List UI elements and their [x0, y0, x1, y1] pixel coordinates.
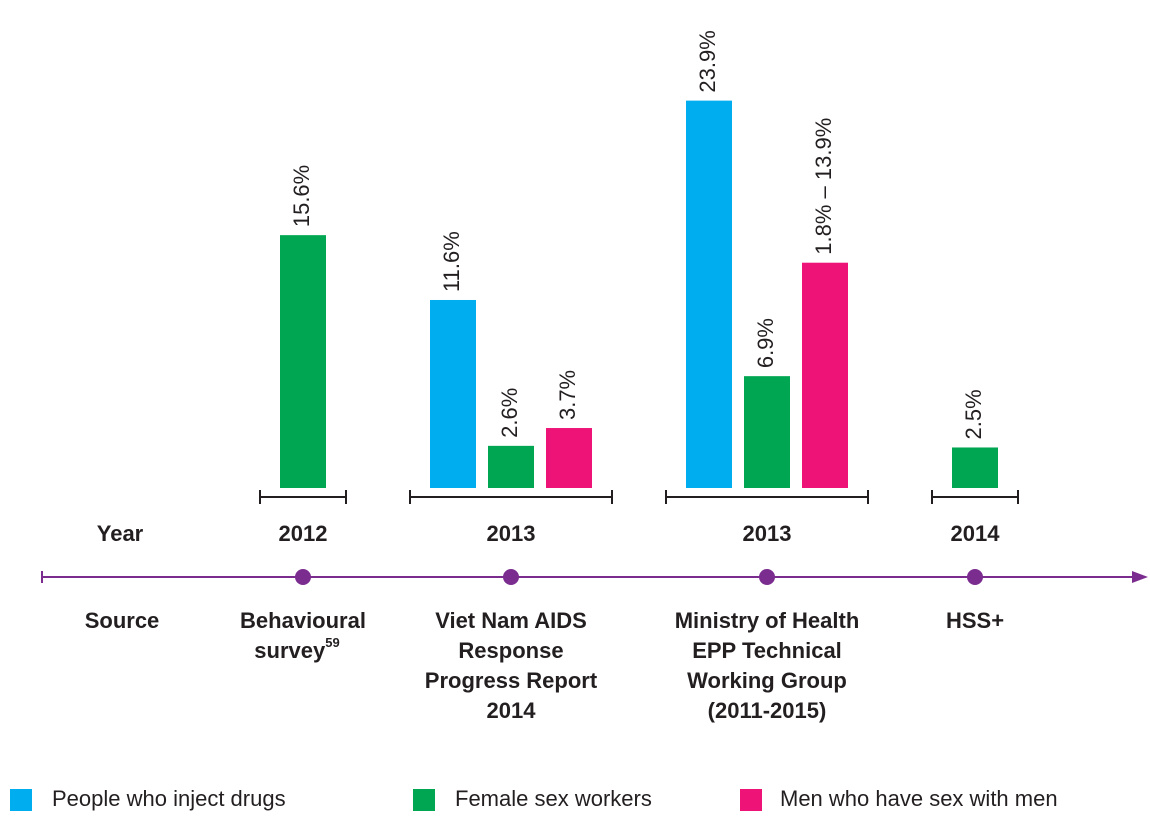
- bar: [280, 235, 326, 488]
- year: 2014: [951, 521, 1001, 546]
- source: Behavioural survey59: [240, 608, 366, 663]
- legend-swatch: [413, 789, 435, 811]
- bar: [546, 428, 592, 488]
- year: 2013: [487, 521, 536, 546]
- timeline-dot: [503, 569, 519, 585]
- bar: [488, 445, 534, 488]
- source-label: Source: [85, 608, 160, 633]
- footnote: 59: [325, 635, 339, 650]
- bar: [744, 376, 790, 488]
- bar: [430, 299, 476, 488]
- value-label: 15.6%: [289, 165, 314, 227]
- source-line: Viet Nam AIDS: [435, 608, 587, 633]
- year: 2012: [279, 521, 328, 546]
- value-label: 1.8% – 13.9%: [811, 118, 836, 255]
- source-line: EPP Technical: [692, 638, 842, 663]
- legend-label: Men who have sex with men: [780, 786, 1058, 811]
- value-label: 6.9%: [753, 318, 778, 368]
- source-line: Behavioural: [240, 608, 366, 633]
- legend-label: Female sex workers: [455, 786, 652, 811]
- source-line: HSS+: [946, 608, 1004, 633]
- timeline-dot: [967, 569, 983, 585]
- bar: [952, 447, 998, 488]
- bar: [686, 100, 732, 488]
- source: Ministry of Health EPP Technical Working G…: [675, 608, 860, 723]
- legend-label: People who inject drugs: [52, 786, 286, 811]
- source-line: 2014: [487, 698, 537, 723]
- value-label: 23.9%: [695, 30, 720, 92]
- value-label: 11.6%: [439, 231, 464, 292]
- source-line: Working Group: [687, 668, 847, 693]
- year-label: Year: [97, 521, 144, 546]
- source-line: Response: [458, 638, 563, 663]
- year: 2013: [743, 521, 792, 546]
- timeline-dot: [295, 569, 311, 585]
- legend-swatch: [10, 789, 32, 811]
- value-label: 2.6%: [497, 388, 522, 438]
- source: Viet Nam AIDS Response Progress Report 2014: [425, 608, 598, 723]
- source-line: Ministry of Health: [675, 608, 860, 633]
- source-line: Progress Report: [425, 668, 598, 693]
- value-label: 3.7%: [555, 370, 580, 420]
- legend-swatch: [740, 789, 762, 811]
- source-line: survey: [254, 638, 326, 663]
- timeline-arrow: [1132, 571, 1148, 583]
- timeline-dot: [759, 569, 775, 585]
- source-line: (2011-2015): [708, 698, 827, 723]
- value-label: 2.5%: [961, 389, 986, 439]
- source: HSS+: [946, 608, 1004, 633]
- bar: [802, 262, 848, 488]
